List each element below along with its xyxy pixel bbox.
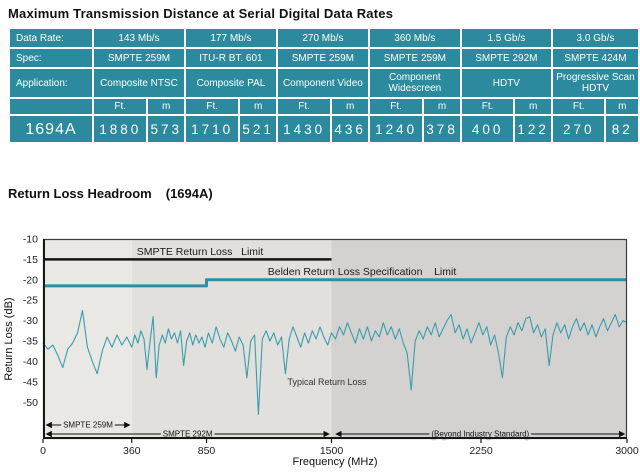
distance-ft-cell: 1710 [185, 116, 239, 142]
y-tick-label: -25 [23, 295, 38, 307]
page-title: Maximum Transmission Distance at Serial … [8, 6, 394, 21]
distance-ft-cell: 270 [552, 116, 605, 142]
row-label-spec: Spec: [10, 49, 93, 67]
distance-m-cell: 436 [332, 116, 368, 142]
y-tick-label: -10 [23, 234, 38, 246]
x-tick-label: 850 [198, 445, 216, 457]
y-axis-title: Return Loss (dB) [3, 297, 15, 380]
unit-header-m: m [424, 99, 460, 114]
row-label-application: Application: [10, 69, 93, 97]
chart-heading-part: (1694A) [165, 186, 213, 201]
y-tick-label: -20 [23, 274, 38, 286]
data-rate-cell: 177 Mb/s [185, 29, 276, 47]
frequency-band [43, 239, 132, 439]
application-cell: Composite NTSC [94, 69, 184, 97]
distance-ft-cell: 400 [461, 116, 514, 142]
spec-cell: SMPTE 292M [461, 49, 551, 67]
unit-header-ft: Ft. [461, 99, 514, 114]
spec-cell: SMPTE 259M [94, 49, 184, 67]
unit-header-ft: Ft. [277, 99, 331, 114]
axis-layer: -10 -15 -20 -25 -30 -35 -40 -45 -50 0 360 850 1500 22… [23, 234, 639, 458]
distance-m-cell: 82 [606, 116, 638, 142]
x-tick-label: 1500 [320, 445, 344, 457]
x-axis-title: Frequency (MHz) [293, 456, 378, 468]
distance-m-cell: 122 [515, 116, 551, 142]
row-label-data-rate: Data Rate: [10, 29, 93, 47]
data-rate-cell: 143 Mb/s [94, 29, 184, 47]
distance-m-cell: 378 [424, 116, 460, 142]
unit-header-m: m [148, 99, 184, 114]
data-rate-cell: 360 Mb/s [369, 29, 460, 47]
data-rate-cell: 3.0 Gb/s [552, 29, 638, 47]
y-tick-label: -50 [23, 397, 38, 409]
y-tick-label: -30 [23, 315, 38, 327]
distance-m-cell: 521 [240, 116, 276, 142]
data-rate-cell: 1.5 Gb/s [461, 29, 551, 47]
unit-header-ft: Ft. [369, 99, 423, 114]
distance-m-cell: 573 [148, 116, 184, 142]
chart-heading-text: Return Loss Headroom [8, 186, 152, 201]
y-tick-label: -45 [23, 376, 38, 388]
application-cell: Component Widescreen [369, 69, 460, 97]
x-tick-label: 360 [123, 445, 141, 457]
distance-ft-cell: 1430 [277, 116, 331, 142]
empty-cell [10, 99, 93, 114]
data-rate-cell: 270 Mb/s [277, 29, 368, 47]
y-tick-label: -15 [23, 254, 38, 266]
x-tick-label: 0 [40, 445, 46, 457]
application-cell: Progressive Scan HDTV [552, 69, 638, 97]
typical-return-loss-trace [42, 309, 628, 416]
distance-ft-cell: 1880 [94, 116, 147, 142]
unit-header-ft: Ft. [552, 99, 605, 114]
y-tick-label: -40 [23, 356, 38, 368]
x-tick-label: 2250 [469, 445, 493, 457]
application-cell: HDTV [461, 69, 551, 97]
spec-cell: SMPTE 259M [369, 49, 460, 67]
range-annotation-label: SMPTE 259M [63, 421, 113, 430]
typical-return-loss-label: Typical Return Loss [287, 377, 367, 387]
chart-heading: Return Loss Headroom (1694A) [8, 186, 640, 201]
belden-limit-line [43, 278, 627, 288]
x-tick-label: 3000 [615, 445, 639, 457]
transmission-distance-table: Data Rate: 143 Mb/s 177 Mb/s 270 Mb/s 360 Mb… [8, 27, 640, 144]
unit-header-m: m [606, 99, 638, 114]
unit-header-ft: Ft. [185, 99, 239, 114]
product-name-cell: 1694A [10, 116, 93, 142]
unit-header-m: m [515, 99, 551, 114]
spec-cell: SMPTE 424M [552, 49, 638, 67]
distance-ft-cell: 1240 [369, 116, 423, 142]
unit-header-m: m [332, 99, 368, 114]
unit-header-m: m [240, 99, 276, 114]
application-cell: Composite PAL [185, 69, 276, 97]
application-cell: Component Video [277, 69, 368, 97]
smpte-limit-label: SMPTE Return Loss Limit [137, 246, 264, 258]
spec-cell: SMPTE 259M [277, 49, 368, 67]
unit-header-ft: Ft. [94, 99, 147, 114]
y-tick-label: -35 [23, 336, 38, 348]
frequency-band [331, 239, 627, 439]
spec-cell: ITU-R BT. 601 [185, 49, 276, 67]
belden-limit-label: Belden Return Loss Specification Limit [268, 266, 457, 278]
